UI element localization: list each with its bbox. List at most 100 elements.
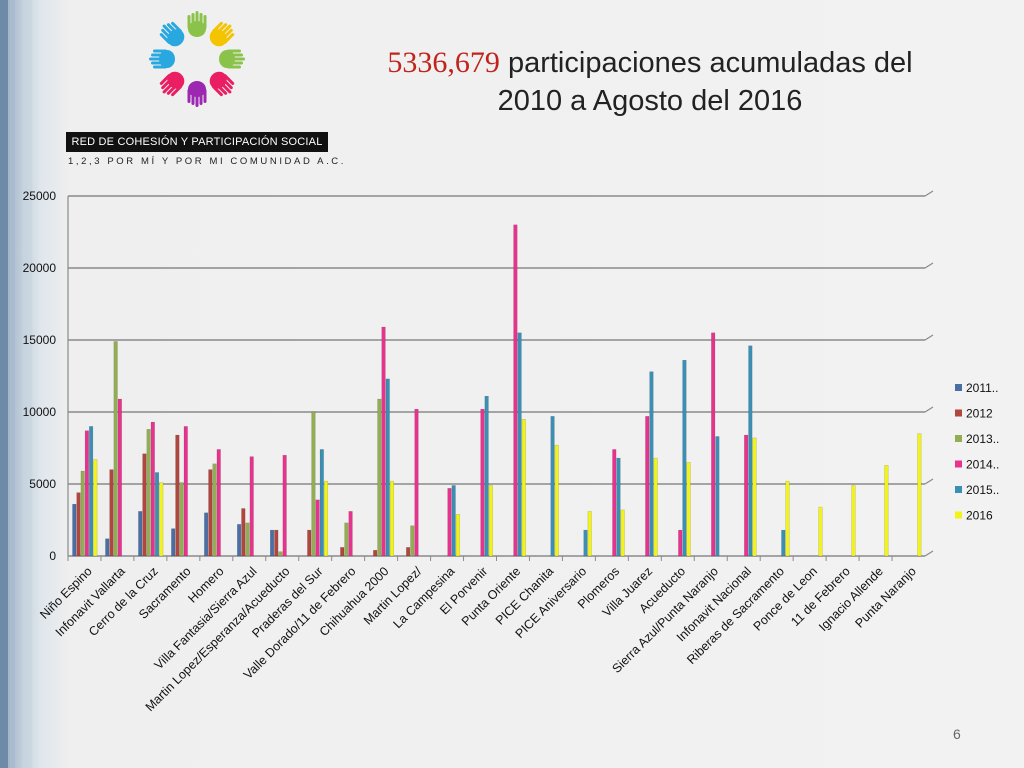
bar (155, 472, 160, 557)
bar (208, 469, 213, 557)
y-tick-label: 5000 (29, 477, 56, 491)
bar (216, 449, 221, 557)
bar (715, 436, 720, 557)
hands-logo (149, 11, 245, 107)
hand-shape (219, 49, 245, 69)
bar (385, 378, 390, 557)
bar (270, 529, 275, 557)
bar (917, 433, 922, 557)
gridline-depth (924, 406, 934, 413)
bar (744, 434, 749, 557)
bar (319, 449, 324, 557)
bar (554, 444, 559, 557)
bar (138, 511, 143, 557)
bar (84, 430, 89, 557)
bar (348, 511, 353, 557)
bar (682, 359, 687, 557)
y-tick-label: 25000 (23, 189, 57, 203)
gridline-depth (924, 478, 934, 485)
bar (484, 395, 489, 557)
title-rest: participaciones acumuladas del (499, 47, 913, 79)
bar (851, 485, 856, 557)
bar (340, 547, 345, 557)
title-line2: 2010 a Agosto del 2016 (497, 85, 803, 117)
bar (315, 499, 320, 557)
y-tick-label: 15000 (23, 333, 57, 347)
y-tick-label: 0 (49, 549, 56, 563)
bar (204, 512, 209, 557)
decor-stripe (10, 0, 15, 768)
bar (76, 492, 81, 557)
legend-label: 2013.. (966, 432, 999, 446)
bar (645, 416, 650, 557)
plot-area (68, 196, 925, 556)
bar (587, 511, 592, 557)
hand-shape (187, 81, 207, 107)
bar (212, 463, 217, 557)
bar (521, 419, 526, 557)
gridline-depth (924, 334, 934, 341)
bar (249, 456, 254, 557)
bar (517, 332, 522, 557)
bar (389, 480, 394, 557)
org-name-banner: RED DE COHESIÓN Y PARTICIPACIÓN SOCIAL (66, 132, 328, 152)
bar (241, 508, 246, 557)
bar (616, 457, 621, 557)
bar (612, 449, 617, 557)
legend-label: 2015.. (966, 483, 999, 497)
bar (711, 332, 716, 557)
hand-shape (159, 21, 185, 47)
bar (451, 485, 456, 557)
legend-swatch (955, 409, 962, 417)
bar (282, 455, 287, 557)
legend-swatch (955, 460, 962, 468)
bar (113, 341, 118, 557)
y-tick-label: 10000 (23, 405, 57, 419)
bar (237, 524, 242, 557)
bar (550, 416, 555, 557)
bar (414, 408, 419, 557)
hand-shape (159, 71, 185, 97)
bar (142, 453, 147, 557)
legend-swatch (955, 384, 962, 391)
decor-stripe (22, 0, 32, 768)
bar (620, 509, 625, 557)
bar (171, 528, 176, 557)
legend-swatch (955, 486, 962, 493)
bar (274, 529, 279, 557)
bar (324, 480, 329, 557)
legend-label: 2016 (966, 509, 993, 523)
page-number: 6 (953, 726, 961, 742)
bar (377, 398, 382, 557)
bar (93, 459, 98, 557)
bar (447, 488, 452, 557)
slide-title: 5336,679 participaciones acumuladas del … (340, 44, 960, 120)
bar (488, 485, 493, 557)
legend-label: 2011.. (966, 381, 998, 395)
bar (748, 345, 753, 557)
bar (480, 408, 485, 557)
bar (245, 522, 250, 557)
bar (179, 482, 184, 557)
bar (72, 503, 77, 557)
gridline-depth (924, 550, 934, 557)
bar (311, 411, 316, 557)
bar (344, 522, 349, 557)
bar (150, 421, 155, 557)
bar (785, 480, 790, 557)
bar (583, 529, 588, 557)
hand-shape (149, 49, 175, 69)
title-highlight: 5336,679 (387, 46, 500, 79)
bar (686, 462, 691, 557)
bar (410, 525, 415, 557)
bar (117, 398, 122, 557)
bar (818, 506, 823, 557)
bar (406, 547, 411, 557)
legend-label: 2012 (966, 407, 993, 421)
bar (752, 437, 757, 557)
bar (175, 434, 180, 557)
bar (105, 538, 110, 557)
bar (513, 224, 518, 557)
bar (781, 529, 786, 557)
